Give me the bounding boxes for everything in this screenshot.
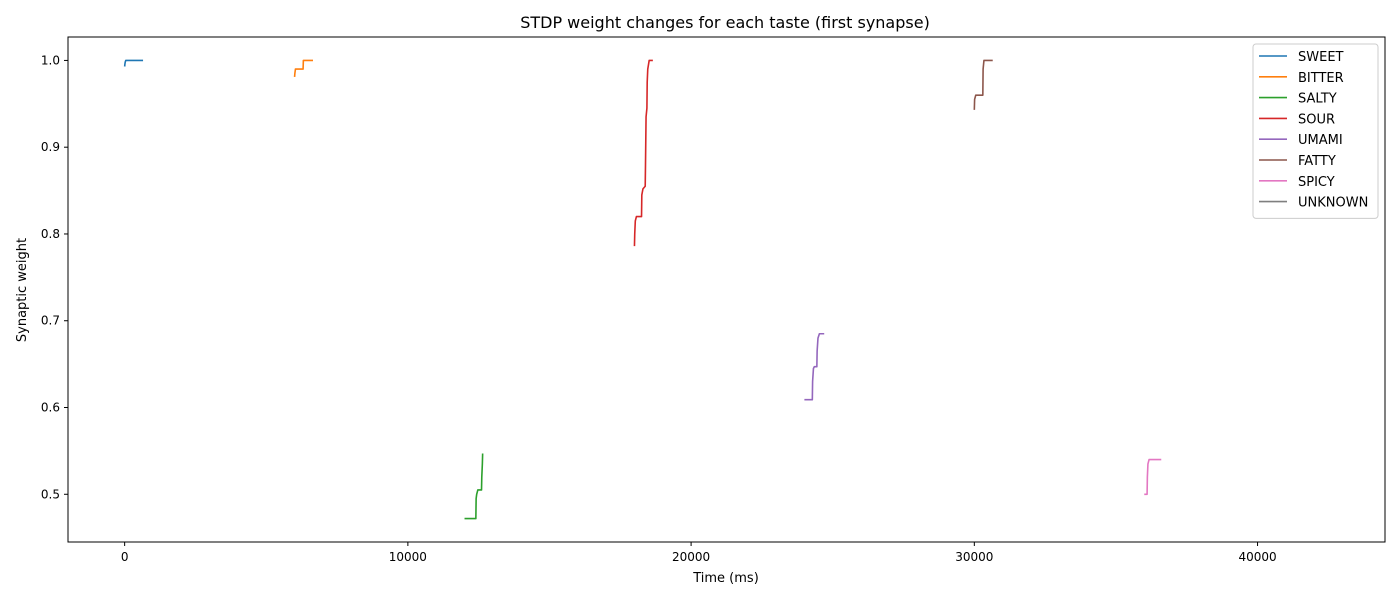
plot-area: [123, 59, 1162, 520]
plot-frame: [67, 36, 1386, 543]
series-line-umami: [804, 332, 825, 401]
x-axis-label: Time (ms): [692, 571, 759, 586]
legend-box: [1252, 43, 1379, 219]
y-axis: 0.5 0.6 0.7 0.8 0.9 1.0: [41, 53, 68, 501]
y-tick-label: 0.6: [41, 401, 60, 415]
legend-label-spicy: SPICY: [1298, 175, 1335, 190]
legend-label-bitter: BITTER: [1298, 71, 1344, 86]
legend-label-salty: SALTY: [1298, 92, 1337, 107]
x-tick-label: 20000: [672, 550, 710, 564]
series-line-spicy: [1144, 458, 1162, 496]
y-tick-label: 0.5: [41, 487, 60, 501]
series-line-salty: [464, 453, 484, 520]
x-axis: 0 10000 20000 30000 40000: [121, 542, 1277, 564]
y-tick-label: 0.9: [41, 140, 60, 154]
legend-label-umami: UMAMI: [1298, 133, 1343, 148]
y-tick-label: 0.8: [41, 227, 60, 241]
y-axis-label: Synaptic weight: [15, 238, 30, 342]
legend: SWEET BITTER SALTY SOUR UMAMI FATTY SPICY UNKNO…: [1252, 43, 1379, 219]
series-line-sweet: [123, 59, 144, 67]
legend-label-sweet: SWEET: [1298, 50, 1344, 65]
legend-label-fatty: FATTY: [1298, 154, 1336, 169]
x-tick-label: 10000: [389, 550, 427, 564]
series-line-sour: [633, 59, 653, 247]
legend-label-unknown: UNKNOWN: [1298, 196, 1368, 211]
series-line-bitter: [293, 59, 313, 77]
legend-label-sour: SOUR: [1298, 112, 1335, 127]
series-line-fatty: [973, 59, 993, 110]
x-tick-label: 30000: [955, 550, 993, 564]
y-tick-label: 1.0: [41, 53, 60, 67]
x-tick-label: 0: [121, 550, 129, 564]
x-tick-label: 40000: [1238, 550, 1276, 564]
chart-title: STDP weight changes for each taste (firs…: [520, 13, 930, 32]
y-tick-label: 0.7: [41, 314, 60, 328]
